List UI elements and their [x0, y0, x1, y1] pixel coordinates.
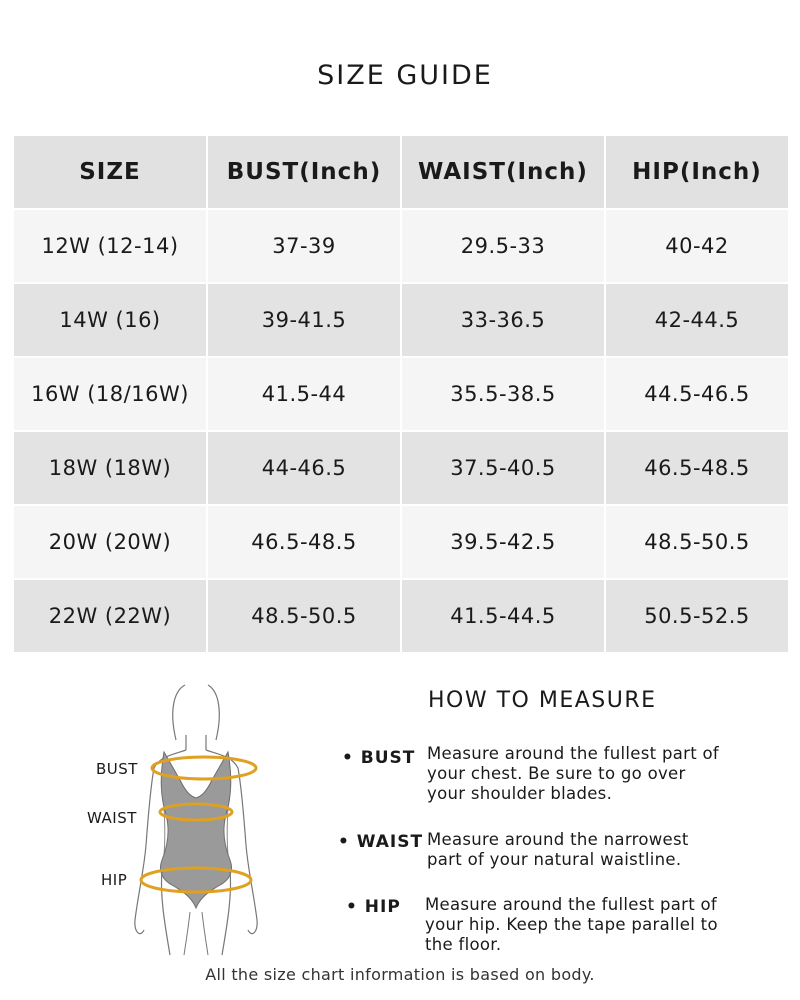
cell-hip: 44.5-46.5 [606, 358, 788, 430]
cell-hip: 42-44.5 [606, 284, 788, 356]
cell-size: 22W (22W) [14, 580, 206, 652]
figure-label-hip: HIP [101, 871, 128, 889]
cell-bust: 37-39 [208, 210, 400, 282]
cell-waist: 37.5-40.5 [402, 432, 604, 504]
cell-waist: 33-36.5 [402, 284, 604, 356]
cell-waist: 41.5-44.5 [402, 580, 604, 652]
footer-note: All the size chart information is based … [205, 965, 595, 984]
header-size: SIZE [14, 136, 206, 208]
header-hip: HIP(Inch) [606, 136, 788, 208]
cell-size: 20W (20W) [14, 506, 206, 578]
cell-waist: 29.5-33 [402, 210, 604, 282]
cell-waist: 35.5-38.5 [402, 358, 604, 430]
cell-bust: 46.5-48.5 [208, 506, 400, 578]
bust-tape [150, 755, 258, 781]
cell-size: 18W (18W) [14, 432, 206, 504]
size-table: SIZE BUST(Inch) WAIST(Inch) HIP(Inch) 12… [12, 134, 790, 654]
figure-label-waist: WAIST [87, 809, 137, 827]
measure-key-hip: • HIP [346, 897, 401, 917]
measure-key-waist: • WAIST [338, 832, 424, 852]
table-row: 20W (20W) 46.5-48.5 39.5-42.5 48.5-50.5 [14, 506, 788, 578]
cell-size: 12W (12-14) [14, 210, 206, 282]
cell-bust: 39-41.5 [208, 284, 400, 356]
cell-bust: 41.5-44 [208, 358, 400, 430]
how-to-measure-title: HOW TO MEASURE [428, 688, 657, 713]
measure-desc-waist: Measure around the narrowest part of you… [427, 830, 689, 869]
table-row: 18W (18W) 44-46.5 37.5-40.5 46.5-48.5 [14, 432, 788, 504]
cell-bust: 48.5-50.5 [208, 580, 400, 652]
header-bust: BUST(Inch) [208, 136, 400, 208]
cell-hip: 48.5-50.5 [606, 506, 788, 578]
cell-size: 16W (18/16W) [14, 358, 206, 430]
cell-hip: 46.5-48.5 [606, 432, 788, 504]
measure-key-bust: • BUST [342, 748, 416, 768]
body-silhouette-icon [134, 684, 258, 956]
cell-hip: 40-42 [606, 210, 788, 282]
measure-desc-hip: Measure around the fullest part of your … [425, 895, 718, 954]
measure-desc-bust: Measure around the fullest part of your … [427, 744, 720, 803]
table-row: 14W (16) 39-41.5 33-36.5 42-44.5 [14, 284, 788, 356]
cell-hip: 50.5-52.5 [606, 580, 788, 652]
header-waist: WAIST(Inch) [402, 136, 604, 208]
table-header-row: SIZE BUST(Inch) WAIST(Inch) HIP(Inch) [14, 136, 788, 208]
waist-tape [158, 802, 234, 822]
cell-waist: 39.5-42.5 [402, 506, 604, 578]
body-figure-illustration [80, 680, 280, 960]
figure-label-bust: BUST [96, 760, 138, 778]
table-row: 12W (12-14) 37-39 29.5-33 40-42 [14, 210, 788, 282]
table-row: 22W (22W) 48.5-50.5 41.5-44.5 50.5-52.5 [14, 580, 788, 652]
hip-tape [139, 866, 253, 894]
table-row: 16W (18/16W) 41.5-44 35.5-38.5 44.5-46.5 [14, 358, 788, 430]
cell-bust: 44-46.5 [208, 432, 400, 504]
cell-size: 14W (16) [14, 284, 206, 356]
page-title: SIZE GUIDE [317, 60, 493, 91]
